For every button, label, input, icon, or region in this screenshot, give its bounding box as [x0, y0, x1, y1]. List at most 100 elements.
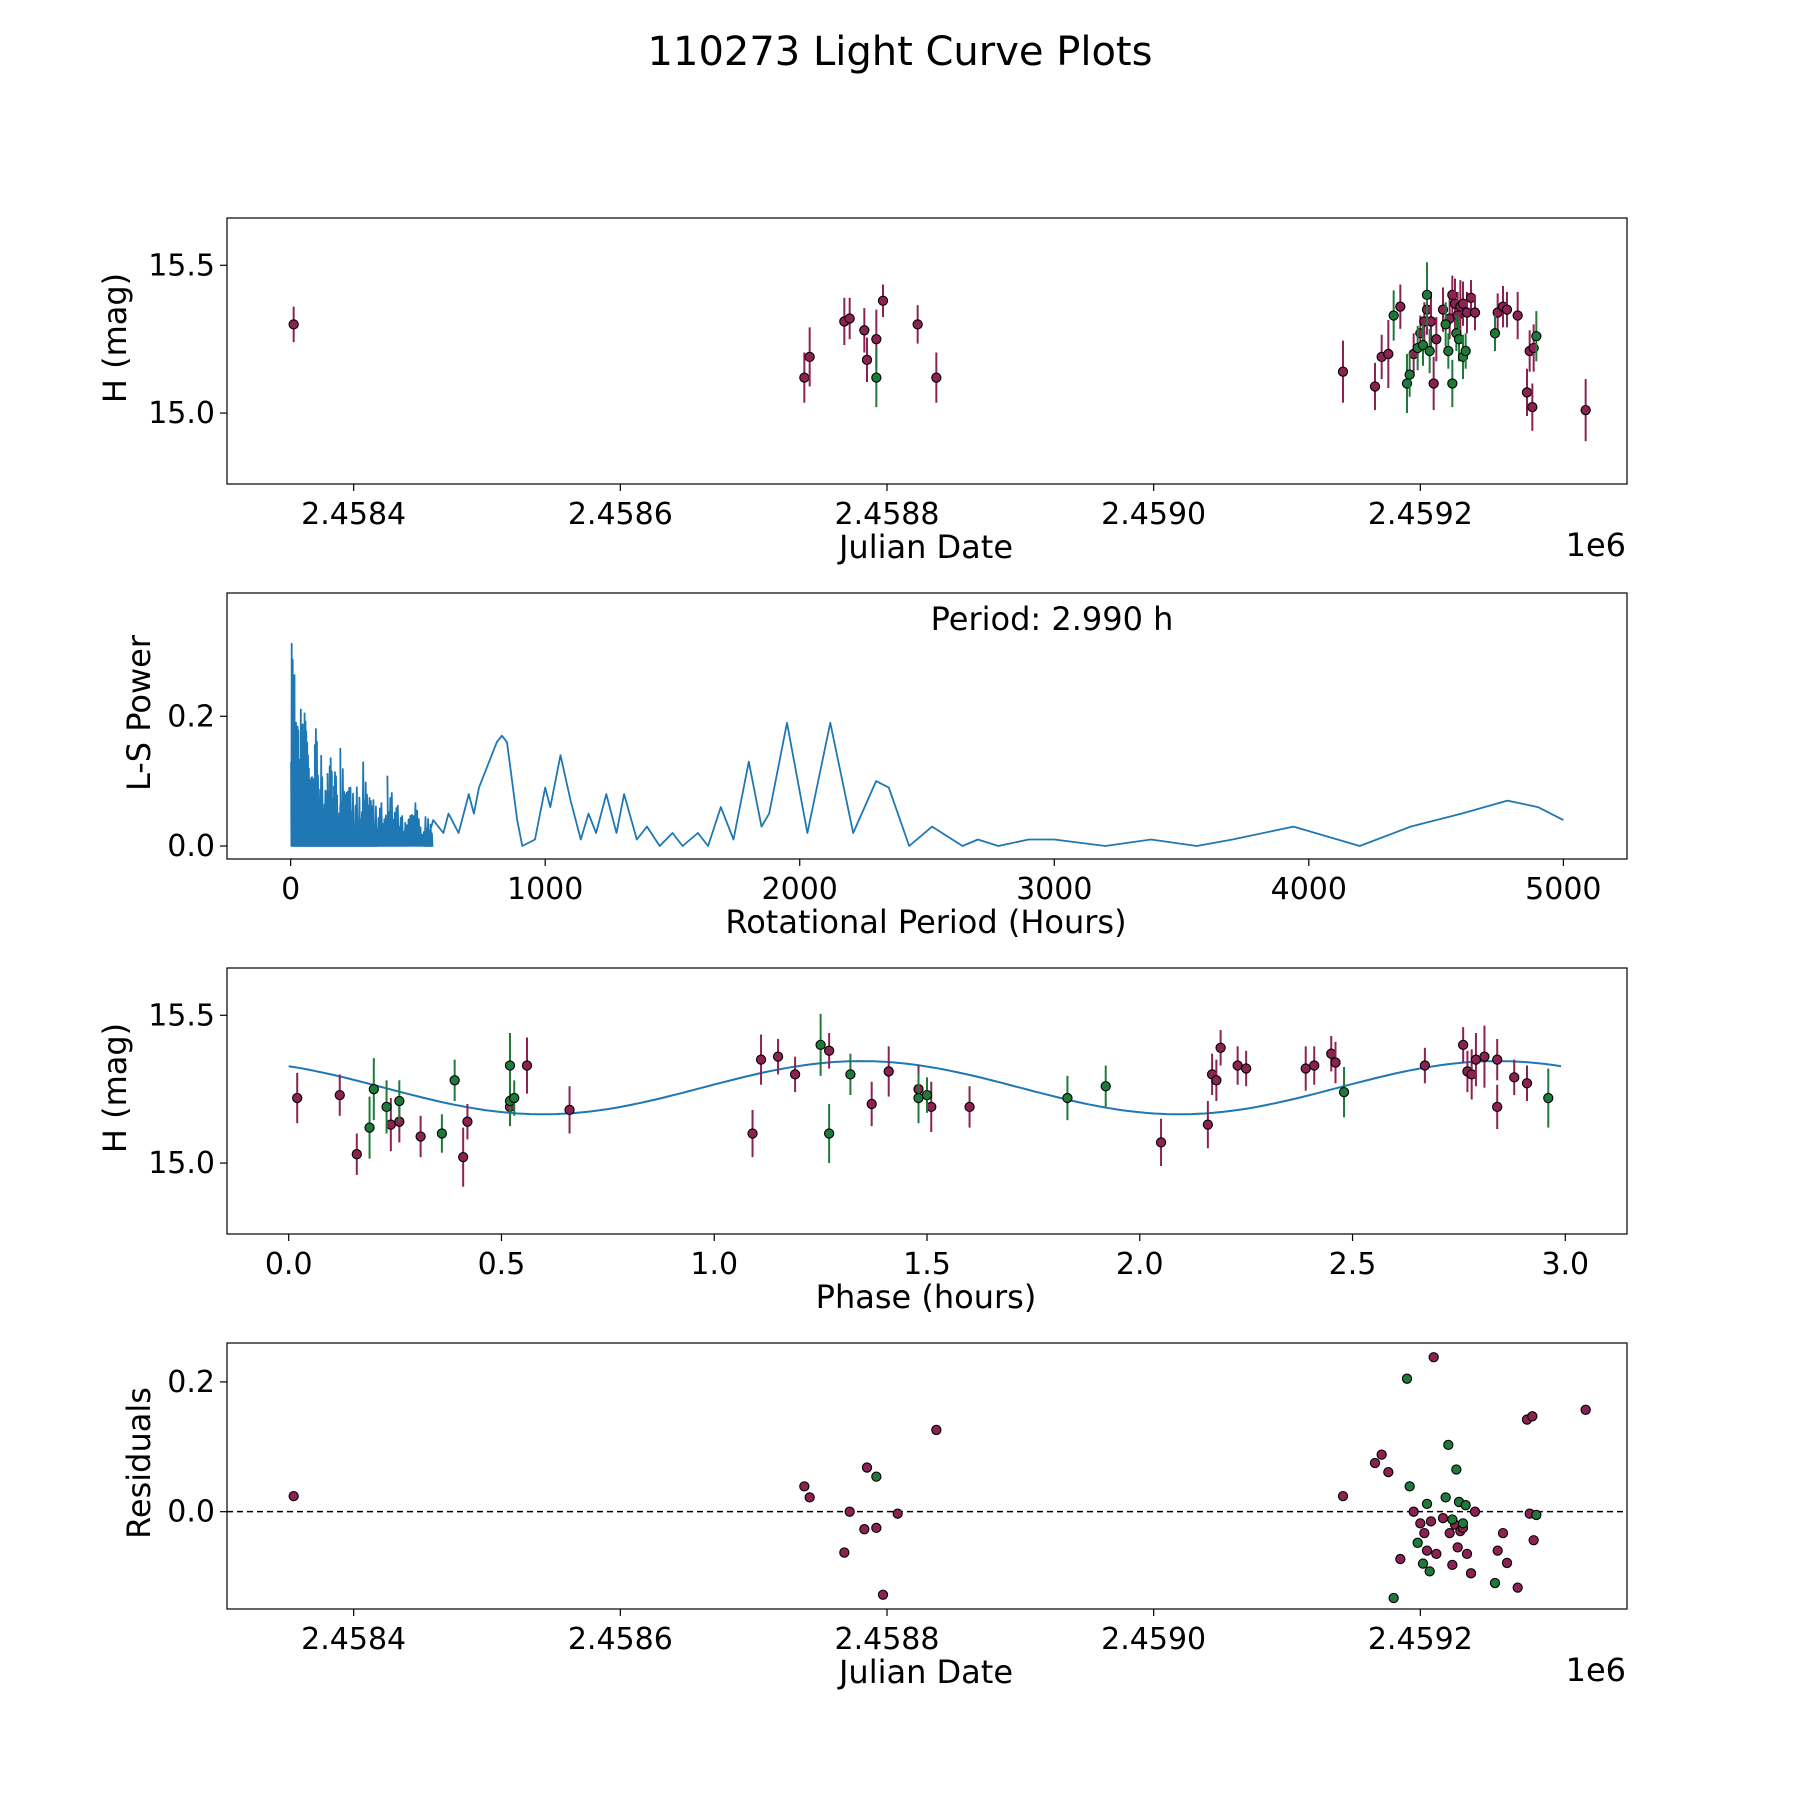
data-point	[288, 1490, 299, 1502]
periodogram-ylabel: L-S Power	[120, 634, 158, 791]
y-tick-label: 15.0	[148, 1146, 215, 1181]
data-point	[1300, 1063, 1311, 1074]
data-point	[1440, 1492, 1451, 1503]
data-point	[1509, 1072, 1520, 1083]
data-point	[866, 1098, 877, 1110]
periodogram-frame	[226, 592, 1628, 860]
data-point	[1388, 310, 1399, 321]
data-point	[823, 1045, 835, 1056]
light-curve-ticks: 2.4584 2.4586 2.4588 2.4590 2.4592 15.0 15.5	[148, 248, 1473, 532]
data-point	[1395, 1553, 1406, 1565]
data-point	[931, 372, 942, 383]
fit-curve	[288, 1060, 1562, 1116]
data-point	[1412, 1537, 1423, 1548]
periodogram-line	[290, 642, 1564, 847]
data-point	[1326, 1048, 1337, 1059]
data-point	[844, 1506, 855, 1517]
data-point	[385, 1119, 396, 1130]
data-point	[1460, 345, 1471, 357]
data-point	[1415, 1518, 1426, 1529]
data-point	[1404, 1481, 1415, 1492]
data-point	[913, 1092, 924, 1104]
data-point	[861, 354, 873, 366]
data-point	[1408, 1506, 1419, 1517]
phase-panel: H (mag) Phase (hours) 0.0 0.5 1.0 1.5 2.0 2.5…	[96, 967, 1628, 1316]
data-point	[964, 1101, 975, 1113]
periodogram-panel: L-S Power Rotational Period (Hours) Peri…	[120, 592, 1628, 941]
y-tick-label: 15.5	[148, 998, 215, 1033]
data-point	[1428, 378, 1439, 389]
light-curve-panel: H (mag) Julian Date 1e6 2.4584 2.4586 2.45…	[96, 217, 1628, 566]
x-tick-label: 5000	[1525, 872, 1601, 907]
data-point	[871, 1471, 882, 1482]
periodogram-xlabel: Rotational Period (Hours)	[725, 903, 1126, 941]
y-tick-label: 15.0	[148, 396, 215, 431]
y-tick-label: 15.5	[148, 248, 215, 283]
data-point	[815, 1039, 826, 1050]
data-point	[1521, 1078, 1533, 1089]
data-point	[1240, 1063, 1252, 1074]
data-point	[1447, 1514, 1458, 1525]
data-point	[1492, 1101, 1503, 1113]
data-point	[1424, 345, 1435, 357]
x-tick-label: 3.0	[1541, 1247, 1589, 1282]
x-tick-label: 2.4586	[568, 497, 673, 532]
data-point	[462, 1116, 473, 1127]
x-tick-label: 0.0	[265, 1247, 313, 1282]
data-point	[871, 1522, 882, 1534]
data-point	[912, 319, 923, 330]
x-tick-label: 2.4588	[835, 1622, 940, 1657]
data-point	[1466, 1069, 1477, 1080]
residuals-offset-label: 1e6	[1566, 1651, 1626, 1689]
light-curve-xlabel: Julian Date	[837, 528, 1013, 566]
x-tick-label: 0.5	[478, 1247, 526, 1282]
data-point	[1431, 1548, 1442, 1560]
data-point	[1421, 289, 1433, 300]
data-point	[1492, 1054, 1503, 1065]
data-point	[1458, 1039, 1469, 1050]
x-tick-label: 3000	[1016, 872, 1092, 907]
data-point	[789, 1069, 801, 1080]
data-point	[1440, 319, 1451, 330]
x-tick-label: 2000	[762, 872, 838, 907]
periodogram-ticks: 0 1000 2000 3000 4000 5000 0.0 0.2	[167, 699, 1601, 907]
data-point	[926, 1101, 937, 1113]
data-point	[1369, 1457, 1381, 1469]
data-point	[415, 1131, 426, 1142]
x-tick-label: 2.4584	[301, 497, 406, 532]
x-tick-label: 2.5	[1329, 1247, 1377, 1282]
data-point	[1425, 1516, 1437, 1527]
x-tick-label: 2.4584	[301, 1622, 406, 1657]
data-point	[1489, 1577, 1501, 1589]
data-point	[381, 1101, 392, 1113]
data-point	[351, 1149, 362, 1160]
data-point	[1497, 1527, 1509, 1539]
data-point	[1232, 1060, 1243, 1071]
data-point	[823, 1128, 835, 1139]
x-tick-label: 0	[281, 872, 300, 907]
data-point	[1215, 1042, 1226, 1053]
phase-ticks: 0.0 0.5 1.0 1.5 2.0 2.5 3.0 15.0 15.5	[148, 998, 1589, 1282]
x-tick-label: 1.5	[903, 1247, 951, 1282]
data-point	[1444, 1527, 1455, 1539]
data-point	[859, 325, 870, 336]
data-point	[1479, 1051, 1490, 1062]
data-point	[799, 372, 810, 383]
data-point	[1388, 1592, 1399, 1604]
data-point	[292, 1092, 303, 1104]
data-point	[1443, 345, 1454, 357]
data-point	[1383, 348, 1394, 360]
data-point	[504, 1060, 516, 1071]
data-point	[859, 1524, 870, 1535]
data-point	[804, 351, 815, 363]
data-point	[1330, 1057, 1341, 1068]
data-point	[521, 1060, 533, 1071]
x-tick-label: 2.4592	[1368, 497, 1473, 532]
data-point	[1419, 1527, 1430, 1539]
data-point	[1211, 1075, 1222, 1086]
data-point	[892, 1508, 903, 1519]
x-tick-label: 2.4590	[1101, 497, 1206, 532]
data-point	[1465, 1568, 1477, 1579]
light-curve-offset-label: 1e6	[1566, 526, 1626, 564]
data-point	[1100, 1081, 1111, 1092]
